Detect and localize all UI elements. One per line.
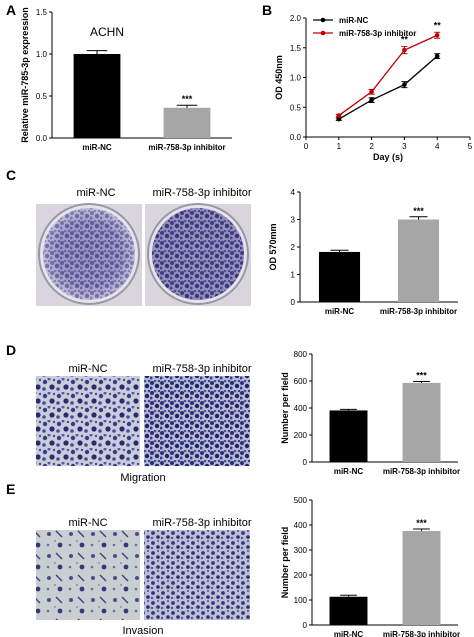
chart-b-point xyxy=(336,113,342,118)
migration-caption: Migration xyxy=(120,472,165,484)
chart-b-y-tick-label: 1.0 xyxy=(290,74,302,83)
chart-d-bar xyxy=(402,382,441,462)
chart-c-significance: *** xyxy=(413,206,424,216)
panel-a-subtitle: ACHN xyxy=(90,25,124,39)
chart-e-significance: *** xyxy=(416,518,427,528)
chart-a-y-tick-label: 1.5 xyxy=(36,8,48,17)
panel-letter-a: A xyxy=(6,2,16,18)
chart-d-y-tick-label: 600 xyxy=(294,377,308,386)
chart-b-y-tick-label: 2.0 xyxy=(290,14,302,23)
image-label-d-right: miR-758-3p inhibitor xyxy=(152,363,251,375)
chart-e-bar xyxy=(329,596,368,625)
chart-e-y-tick-label: 200 xyxy=(294,571,308,580)
chart-a-y-tick-label: 0.0 xyxy=(36,134,48,143)
chart-e-y-tick-label: 500 xyxy=(294,496,308,505)
chart-e-y-tick-label: 300 xyxy=(294,546,308,555)
chart-b-y-axis-label: OD 450nm xyxy=(274,55,284,100)
invasion-caption: Invasion xyxy=(123,625,164,637)
panel-letter-b: B xyxy=(262,2,272,18)
chart-b-point xyxy=(434,53,440,59)
chart-b-point xyxy=(336,116,342,122)
chart-c-y-tick-label: 3 xyxy=(291,216,296,225)
chart-a-bar xyxy=(163,107,211,138)
chart-c-category-label: miR-NC xyxy=(325,307,355,316)
chart-c-bar xyxy=(397,219,440,302)
chart-b-x-tick-label: 5 xyxy=(468,142,473,151)
chart-b-point xyxy=(434,32,440,38)
panel-letter-d: D xyxy=(6,342,16,358)
chart-b-x-tick-label: 3 xyxy=(402,142,407,151)
chart-b-x-tick-label: 2 xyxy=(369,142,374,151)
chart-d-y-tick-label: 0 xyxy=(303,458,308,467)
chart-d: 0 200 400 600 800 Number per field miR-NC miR-7… xyxy=(280,350,460,476)
chart-b-point xyxy=(369,89,374,95)
chart-e-y-tick-label: 100 xyxy=(294,596,308,605)
image-label-e-left: miR-NC xyxy=(68,517,107,529)
chart-a-y-tick-label: 1.0 xyxy=(36,50,48,59)
chart-b-x-tick-label: 0 xyxy=(304,142,309,151)
panel-letter-e: E xyxy=(6,481,15,497)
chart-e-category-label: miR-NC xyxy=(334,630,364,637)
image-label-c-left: miR-NC xyxy=(76,187,115,199)
chart-b: 0.0 0.5 1.0 1.5 2.0 0 1 2 3 4 5 OD 450nm Day (s) miR-… xyxy=(274,14,473,162)
chart-c-bar xyxy=(318,251,361,302)
chart-e: 0 100 200 300 400 500 Number per field miR-NC mi… xyxy=(280,496,460,637)
chart-e-y-axis-label: Number per field xyxy=(280,527,290,599)
migration-image-right xyxy=(144,376,250,466)
chart-c-y-tick-label: 1 xyxy=(291,271,296,280)
chart-b-legend-marker xyxy=(320,17,326,23)
chart-b-legend-label: miR-NC xyxy=(339,16,369,25)
chart-b-point xyxy=(402,82,407,87)
chart-a-category-label: miR-758-3p inhibitor xyxy=(148,143,225,152)
chart-d-category-label: miR-NC xyxy=(334,467,364,476)
colony-dish-image-right xyxy=(145,203,251,306)
chart-d-bar xyxy=(329,410,368,462)
chart-c-y-tick-label: 4 xyxy=(291,188,296,197)
chart-b-y-tick-label: 0.5 xyxy=(290,103,302,112)
colony-dish-image-left xyxy=(36,203,142,306)
chart-b-series-line xyxy=(338,55,438,120)
invasion-image-right xyxy=(144,530,250,620)
chart-b-series-line xyxy=(338,34,438,117)
chart-e-y-tick-label: 0 xyxy=(303,621,308,630)
chart-e-y-tick-label: 400 xyxy=(294,521,308,530)
chart-d-y-axis-label: Number per field xyxy=(280,372,290,444)
chart-b-legend-marker xyxy=(320,30,326,36)
chart-b-x-tick-label: 4 xyxy=(435,142,440,151)
image-label-d-left: miR-NC xyxy=(68,363,107,375)
chart-b-point xyxy=(402,47,407,53)
chart-b-y-tick-label: 1.5 xyxy=(290,44,302,53)
chart-d-y-tick-label: 400 xyxy=(294,404,308,413)
chart-b-x-tick-label: 1 xyxy=(337,142,342,151)
chart-b-x-axis-label: Day (s) xyxy=(373,152,403,162)
chart-e-category-label: miR-758-3p inhibitor xyxy=(383,630,460,637)
image-label-c-right: miR-758-3p inhibitor xyxy=(152,187,251,199)
chart-b-point xyxy=(369,97,374,103)
chart-c-y-tick-label: 0 xyxy=(291,298,296,307)
chart-d-y-tick-label: 200 xyxy=(294,431,308,440)
chart-a-bar xyxy=(73,54,121,138)
chart-b-significance: ** xyxy=(434,20,442,30)
chart-c-category-label: miR-758-3p inhibitor xyxy=(380,307,457,316)
chart-a-significance: *** xyxy=(182,94,193,104)
image-label-e-right: miR-758-3p inhibitor xyxy=(152,517,251,529)
migration-image-left xyxy=(36,376,140,466)
chart-b-significance: ** xyxy=(401,35,409,45)
chart-a: 0.0 0.5 1.0 1.5 Relative miR-785-3p expressi… xyxy=(20,7,232,152)
chart-d-category-label: miR-758-3p inhibitor xyxy=(383,467,460,476)
chart-a-y-axis-label: Relative miR-785-3p expression xyxy=(20,7,30,143)
chart-e-bar xyxy=(402,531,441,625)
invasion-image-left xyxy=(36,530,140,620)
chart-a-category-label: miR-NC xyxy=(82,143,112,152)
chart-d-y-tick-label: 800 xyxy=(294,350,308,359)
chart-a-y-tick-label: 0.5 xyxy=(36,92,48,101)
panel-letter-c: C xyxy=(6,167,16,183)
chart-c-y-tick-label: 2 xyxy=(291,243,296,252)
chart-b-y-tick-label: 0.0 xyxy=(290,133,302,142)
chart-d-significance: *** xyxy=(416,371,427,381)
chart-c-y-axis-label: OD 570mm xyxy=(268,223,278,270)
chart-b-legend-label: miR-758-3p inhibitor xyxy=(339,29,416,38)
chart-c: 0 1 2 3 4 OD 570mm miR-NC miR-758-3p inhibitor *… xyxy=(268,188,458,316)
